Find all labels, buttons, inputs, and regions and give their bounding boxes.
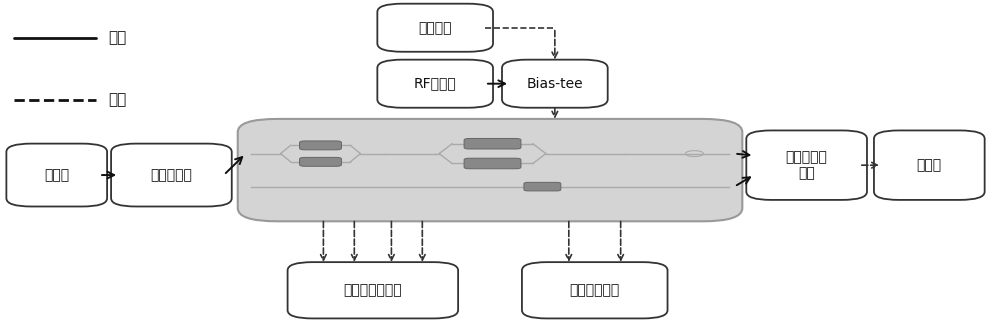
FancyBboxPatch shape: [238, 119, 742, 221]
FancyBboxPatch shape: [377, 4, 493, 52]
FancyBboxPatch shape: [300, 157, 341, 166]
FancyBboxPatch shape: [6, 144, 107, 207]
Text: 偏振控制器: 偏振控制器: [150, 168, 192, 182]
Text: 光路: 光路: [108, 30, 126, 45]
Text: 电路: 电路: [108, 93, 126, 108]
Text: 多通道电流计: 多通道电流计: [570, 283, 620, 297]
FancyBboxPatch shape: [464, 158, 521, 169]
FancyBboxPatch shape: [522, 262, 668, 318]
Text: 直流电源: 直流电源: [418, 21, 452, 35]
FancyBboxPatch shape: [502, 60, 608, 108]
FancyBboxPatch shape: [377, 60, 493, 108]
FancyBboxPatch shape: [300, 141, 341, 150]
Text: 光电平衡探
测器: 光电平衡探 测器: [786, 150, 828, 180]
FancyBboxPatch shape: [524, 182, 561, 191]
Text: Bias-tee: Bias-tee: [527, 77, 583, 91]
FancyBboxPatch shape: [874, 130, 985, 200]
FancyBboxPatch shape: [746, 130, 867, 200]
Text: 多通道直流电源: 多通道直流电源: [344, 283, 402, 297]
Text: 激光器: 激光器: [44, 168, 69, 182]
Text: RF信号源: RF信号源: [414, 77, 457, 91]
FancyBboxPatch shape: [464, 138, 521, 149]
Text: 频谱仪: 频谱仪: [917, 158, 942, 172]
FancyBboxPatch shape: [111, 144, 232, 207]
FancyBboxPatch shape: [288, 262, 458, 318]
